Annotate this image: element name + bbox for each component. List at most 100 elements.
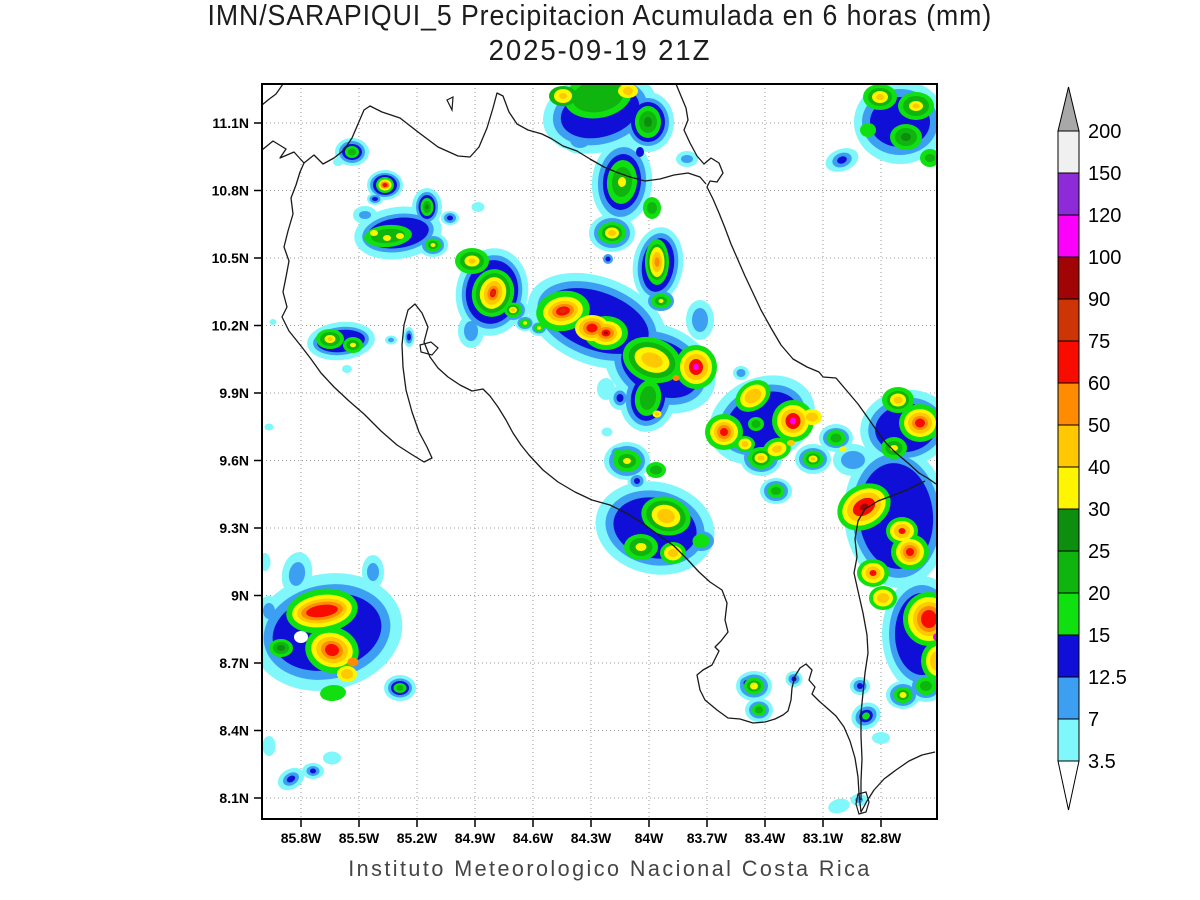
precip-contour-g20 bbox=[830, 433, 842, 443]
lon-tick-label: 84W bbox=[635, 830, 665, 846]
precip-contour-b7 bbox=[841, 451, 865, 469]
lat-tick-label: 8.4N bbox=[219, 723, 249, 739]
precip-contour-o40 bbox=[641, 352, 663, 368]
precip-contour-c bbox=[323, 751, 341, 765]
colorbar-segment bbox=[1057, 340, 1080, 384]
precip-contour-o50 bbox=[654, 257, 660, 267]
lat-tick-label: 10.5N bbox=[212, 250, 249, 266]
coastline bbox=[262, 84, 284, 106]
precip-contour-g15 bbox=[692, 534, 710, 548]
precip-contour-o40 bbox=[806, 412, 818, 422]
colorbar-label: 90 bbox=[1088, 289, 1110, 311]
lat-tick-label: 9N bbox=[231, 588, 249, 604]
coastline-layer bbox=[262, 84, 937, 815]
colorbar-segment bbox=[1057, 550, 1080, 594]
precip-contour-r60 bbox=[586, 323, 598, 333]
island-outline bbox=[855, 791, 870, 815]
precip-contour-g20 bbox=[925, 154, 935, 162]
coastline bbox=[281, 162, 936, 813]
colorbar-label: 120 bbox=[1088, 205, 1121, 227]
precip-contour-b7 bbox=[736, 369, 746, 377]
page-title: IMN/SARAPIQUI_5 Precipitacion Acumulada … bbox=[207, 0, 993, 32]
colorbar-label: 200 bbox=[1088, 121, 1121, 143]
precip-contour-c bbox=[333, 158, 343, 166]
colorbar-label: 3.5 bbox=[1088, 751, 1116, 773]
colorbar-segment bbox=[1057, 256, 1080, 300]
precip-contour-b12 bbox=[407, 333, 411, 341]
precip-contour-b7 bbox=[464, 321, 478, 341]
precip-contour-b12 bbox=[605, 256, 611, 262]
precip-contour-c bbox=[601, 427, 613, 437]
precip-contour-g25 bbox=[425, 204, 429, 210]
precip-contour-b12 bbox=[310, 768, 316, 774]
lon-tick-label: 82.8W bbox=[861, 830, 902, 846]
colorbar-segment bbox=[1057, 172, 1080, 216]
precip-contour-g25 bbox=[644, 117, 652, 127]
precip-contour-b7 bbox=[359, 211, 371, 219]
colorbar-label: 60 bbox=[1088, 373, 1110, 395]
precip-contour-c bbox=[342, 365, 352, 373]
precip-contour-y30 bbox=[623, 458, 631, 464]
precip-contour-o40 bbox=[912, 103, 920, 109]
precip-contour-b12 bbox=[447, 215, 453, 221]
precip-contour-o40 bbox=[744, 388, 762, 404]
precip-contour-b7 bbox=[388, 337, 394, 343]
precip-contour-o40 bbox=[657, 508, 675, 524]
colorbar-label: 75 bbox=[1088, 331, 1110, 353]
island-outline bbox=[446, 95, 454, 113]
colorbar-segment bbox=[1057, 214, 1080, 258]
precip-contour-r60 bbox=[306, 604, 338, 618]
precip-contour-m100 bbox=[790, 417, 796, 425]
colorbar-label: 20 bbox=[1088, 583, 1110, 605]
precip-contour-y30 bbox=[370, 230, 378, 236]
axis-labels: 11.1N 10.8N 10.5N 10.2N 9.9N 9.6N 9.3N 9N 8.7N 8.… bbox=[212, 115, 902, 846]
precip-contour-b12 bbox=[372, 197, 378, 201]
precip-contour-b12 bbox=[837, 156, 847, 164]
precip-contour-g20 bbox=[771, 487, 781, 495]
precip-contour-o40 bbox=[341, 669, 353, 679]
colorbar-segment bbox=[1057, 718, 1080, 762]
precip-contour-g25 bbox=[901, 133, 911, 141]
precip-contour-c bbox=[262, 736, 276, 756]
precip-contour-g20 bbox=[639, 386, 657, 410]
precip-contour-o40 bbox=[893, 396, 903, 404]
lon-tick-label: 85.2W bbox=[397, 830, 438, 846]
lat-tick-label: 9.6N bbox=[219, 453, 249, 469]
colorbar-segment bbox=[1057, 676, 1080, 720]
precip-contour-o40 bbox=[772, 445, 782, 453]
precip-contour-c bbox=[872, 732, 890, 744]
precip-contour-g20 bbox=[751, 420, 761, 428]
precip-contour-b12 bbox=[634, 478, 640, 484]
precip-contour-y30 bbox=[658, 299, 664, 303]
island-outline bbox=[419, 341, 439, 356]
precip-contour-o40 bbox=[930, 651, 937, 671]
precip-contour-o40 bbox=[327, 337, 333, 341]
precip-contour-r60 bbox=[898, 528, 906, 534]
colorbar-top-arrow bbox=[1057, 86, 1080, 132]
colorbar-label: 25 bbox=[1088, 541, 1110, 563]
precip-contour-y30 bbox=[430, 243, 436, 247]
precip-contour-o40 bbox=[757, 455, 765, 461]
precip-contour-g20 bbox=[572, 84, 624, 113]
precip-contour-g15 bbox=[860, 123, 876, 137]
precip-contour-g25 bbox=[277, 645, 285, 651]
precip-contour-y30 bbox=[523, 321, 527, 325]
precip-contour-b12 bbox=[286, 775, 296, 783]
precip-contour-o40 bbox=[623, 87, 633, 95]
lat-tick-label: 10.2N bbox=[212, 318, 249, 334]
precip-contour-b7 bbox=[681, 155, 693, 163]
lon-tick-label: 84.3W bbox=[571, 830, 612, 846]
precip-contour-y30 bbox=[350, 342, 356, 348]
precip-contour-o40 bbox=[877, 593, 889, 603]
precip-contour-y30 bbox=[839, 446, 847, 452]
precip-contour-r60 bbox=[915, 418, 925, 428]
coastline bbox=[675, 84, 937, 485]
precip-contour-b12 bbox=[636, 147, 644, 157]
precip-contour-o40 bbox=[668, 549, 678, 557]
precip-contour-y30 bbox=[750, 682, 758, 690]
colorbar-label: 100 bbox=[1088, 247, 1121, 269]
colorbar-label: 7 bbox=[1088, 709, 1099, 731]
footer-attribution: Instituto Meteorologico Nacional Costa R… bbox=[348, 856, 872, 881]
precip-contour-o40 bbox=[811, 457, 815, 461]
